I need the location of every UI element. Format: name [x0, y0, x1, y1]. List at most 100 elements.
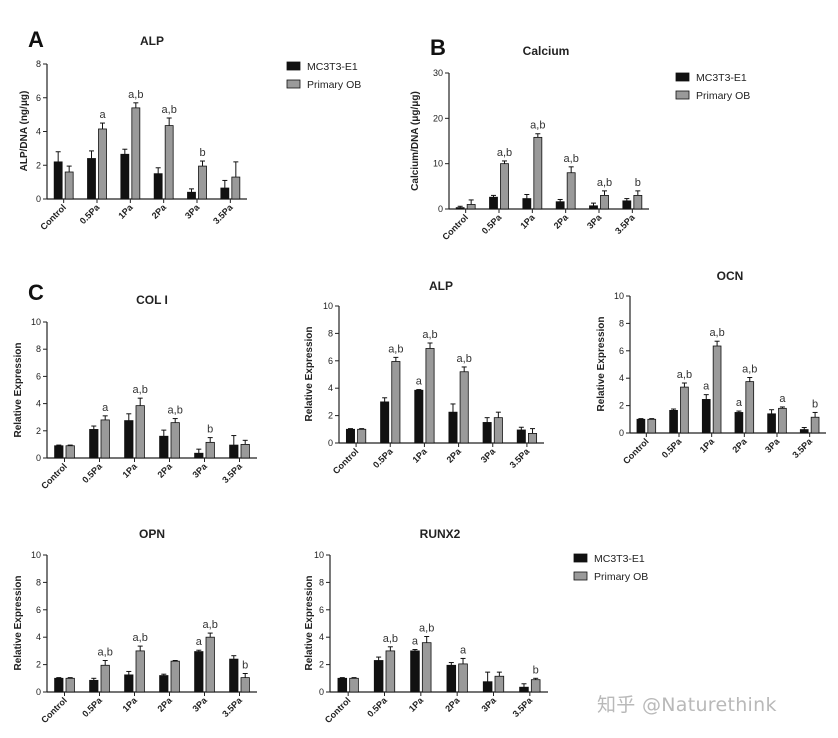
significance-label: a: [416, 376, 423, 388]
x-tick-label: 0.5Pa: [660, 436, 684, 460]
x-tick-label: 3Pa: [191, 461, 210, 480]
legend-label: Primary OB: [307, 79, 361, 91]
legend-label: MC3T3-E1: [696, 72, 747, 84]
significance-label: a: [460, 644, 467, 656]
bar-mc3t3-e1: [54, 445, 64, 459]
bar-mc3t3-e1: [159, 435, 169, 459]
bar-primary-ob: [500, 163, 509, 210]
x-tick-label: 3Pa: [479, 446, 498, 465]
y-tick-label: 6: [319, 605, 324, 615]
y-tick-label: 4: [36, 399, 41, 409]
y-tick-label: 30: [433, 68, 443, 78]
chart-title: ALP: [429, 279, 453, 293]
panel-letter: B: [430, 35, 446, 60]
significance-label: a,b: [497, 147, 512, 159]
bar-primary-ob: [240, 443, 250, 459]
significance-label: a,b: [98, 646, 113, 658]
y-tick-label: 10: [614, 291, 624, 301]
y-tick-label: 10: [433, 159, 443, 169]
y-axis-label: Relative Expression: [596, 316, 607, 411]
bar-primary-ob: [170, 422, 180, 459]
bar-mc3t3-e1: [734, 412, 744, 434]
bar-mc3t3-e1: [519, 686, 529, 693]
y-tick-label: 8: [36, 59, 41, 69]
significance-label: a: [196, 636, 203, 648]
chart-title: Calcium: [523, 44, 570, 58]
significance-label: b: [207, 424, 213, 436]
significance-label: b: [533, 664, 539, 676]
bar-primary-ob: [240, 677, 250, 693]
bar-primary-ob: [205, 441, 215, 459]
bar-mc3t3-e1: [124, 674, 134, 693]
x-tick-label: 3.5Pa: [220, 461, 244, 485]
bar-primary-ob: [170, 660, 180, 693]
x-tick-label: Control: [38, 202, 68, 232]
chart-C_alp: ALP Relative Expression 0 2 4 6 8 10 Control 0.5P…: [304, 279, 544, 476]
bar-mc3t3-e1: [701, 399, 711, 434]
x-tick-label: Control: [39, 461, 69, 491]
x-tick-label: 3.5Pa: [220, 695, 244, 719]
bar-mc3t3-e1: [380, 401, 390, 444]
significance-label: a,b: [128, 89, 143, 101]
bar-primary-ob: [391, 361, 401, 444]
x-tick-label: Control: [621, 436, 651, 466]
significance-label: a,b: [742, 364, 757, 376]
bar-mc3t3-e1: [767, 413, 776, 434]
legend-label: Primary OB: [696, 90, 750, 102]
bar-primary-ob: [633, 194, 643, 210]
x-tick-label: 3.5Pa: [511, 695, 535, 719]
bar-primary-ob: [100, 664, 110, 693]
bar-mc3t3-e1: [516, 429, 526, 444]
x-tick-label: 2Pa: [443, 695, 462, 714]
bar-primary-ob: [65, 677, 75, 693]
x-tick-label: 1Pa: [698, 436, 717, 455]
y-tick-label: 0: [328, 438, 333, 448]
y-tick-label: 4: [619, 373, 624, 383]
x-tick-label: 1Pa: [410, 446, 429, 465]
x-tick-label: 3Pa: [183, 202, 202, 221]
x-tick-label: 0.5Pa: [365, 695, 389, 719]
y-tick-label: 10: [31, 317, 41, 327]
bar-mc3t3-e1: [414, 389, 424, 444]
chart-C_col1: C COL I Relative Expression 0 2 4 6 8 10 Control 0…: [13, 280, 257, 491]
bar-primary-ob: [64, 171, 74, 200]
significance-label: b: [242, 660, 248, 672]
x-tick-label: 3.5Pa: [508, 446, 532, 470]
significance-label: a: [736, 397, 743, 409]
significance-label: a,b: [530, 120, 545, 132]
bar-primary-ob: [680, 386, 689, 434]
y-tick-label: 0: [36, 453, 41, 463]
x-tick-label: 3.5Pa: [613, 212, 637, 236]
chart-C_opn: OPN Relative Expression 0 2 4 6 8 10 Control 0.5P…: [13, 527, 257, 725]
y-axis-label: Calcium/DNA (μg/μg): [410, 91, 421, 191]
x-tick-label: 3.5Pa: [211, 202, 235, 226]
significance-label: a,b: [168, 405, 183, 417]
y-tick-label: 8: [328, 328, 333, 338]
bar-mc3t3-e1: [220, 187, 230, 200]
bar-mc3t3-e1: [194, 651, 204, 693]
significance-label: a,b: [162, 104, 177, 116]
bar-mc3t3-e1: [89, 429, 99, 459]
x-tick-label: 2Pa: [552, 212, 571, 231]
significance-label: a,b: [597, 177, 612, 189]
y-tick-label: 10: [31, 550, 41, 560]
bar-mc3t3-e1: [229, 444, 239, 459]
bar-mc3t3-e1: [555, 201, 565, 210]
significance-label: a,b: [419, 623, 434, 635]
legend-swatch: [286, 79, 301, 89]
y-tick-label: 2: [36, 160, 41, 170]
y-tick-label: 6: [36, 605, 41, 615]
bar-mc3t3-e1: [455, 207, 465, 210]
bar-mc3t3-e1: [446, 664, 457, 693]
bar-mc3t3-e1: [448, 411, 458, 444]
bar-mc3t3-e1: [522, 198, 532, 210]
y-tick-label: 0: [36, 194, 41, 204]
significance-label: a,b: [383, 633, 398, 645]
chart-title: ALP: [140, 34, 164, 48]
y-tick-label: 2: [36, 660, 41, 670]
bar-primary-ob: [385, 650, 396, 693]
x-tick-label: 2Pa: [156, 695, 175, 714]
significance-label: a: [412, 636, 419, 648]
x-tick-label: 3Pa: [191, 695, 210, 714]
bar-primary-ob: [712, 345, 722, 434]
